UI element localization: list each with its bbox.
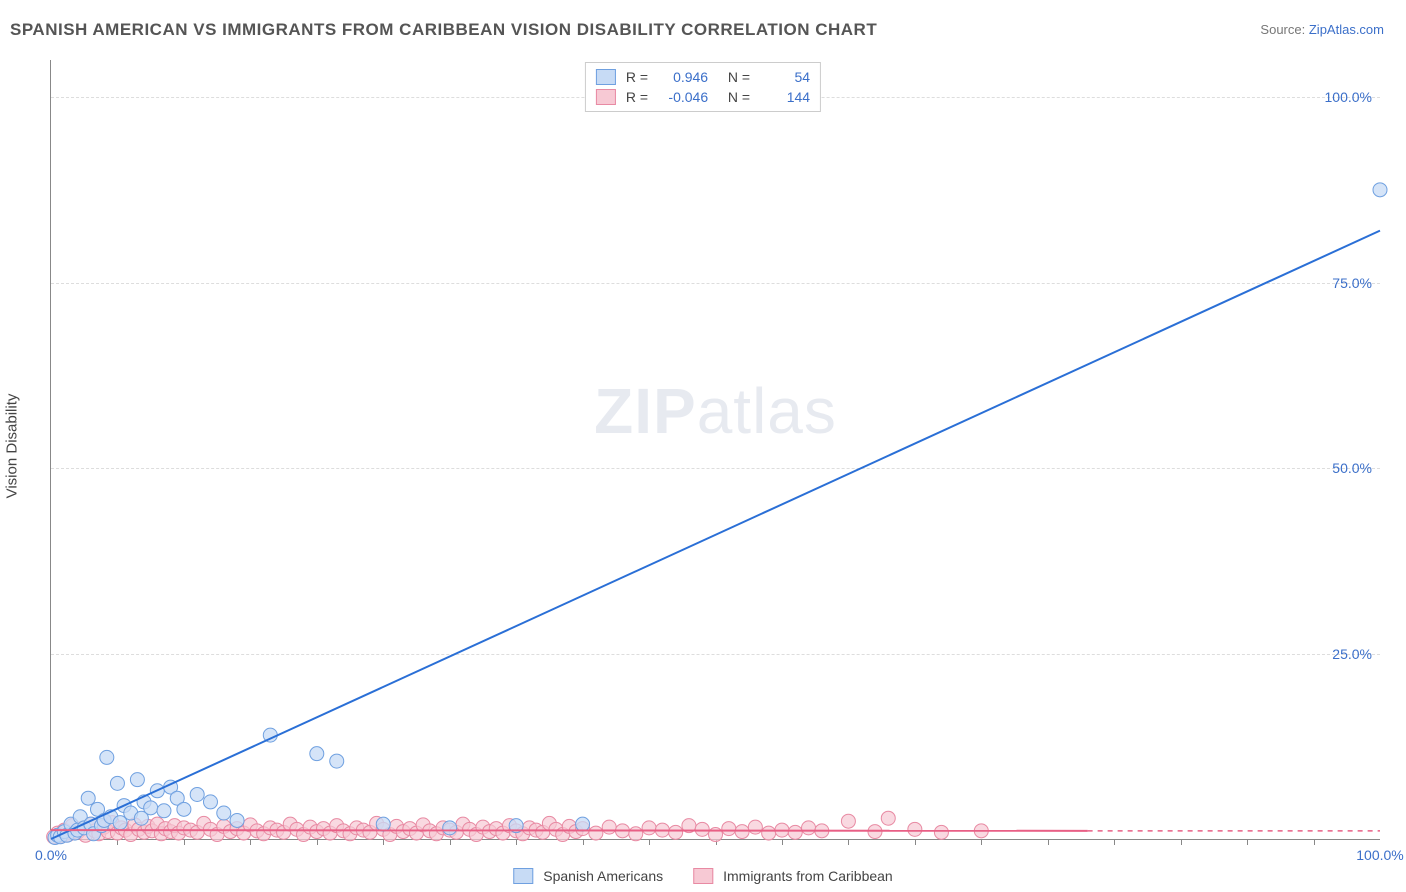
scatter-point <box>748 820 762 834</box>
x-tick <box>317 839 318 845</box>
chart-title: SPANISH AMERICAN VS IMMIGRANTS FROM CARI… <box>10 20 877 40</box>
x-tick <box>184 839 185 845</box>
scatter-point <box>100 750 114 764</box>
legend-row-pink: R = -0.046 N = 144 <box>596 87 810 107</box>
scatter-point <box>177 802 191 816</box>
scatter-point <box>908 822 922 836</box>
x-tick-label: 0.0% <box>35 847 67 863</box>
scatter-point <box>190 787 204 801</box>
n-label: N = <box>728 69 750 85</box>
x-tick <box>583 839 584 845</box>
legend-item-pink: Immigrants from Caribbean <box>693 868 893 884</box>
scatter-point <box>376 817 390 831</box>
scatter-point <box>230 813 244 827</box>
scatter-point <box>881 811 895 825</box>
swatch-pink <box>596 89 616 105</box>
x-tick <box>1114 839 1115 845</box>
r-label: R = <box>626 89 648 105</box>
scatter-point <box>788 825 802 839</box>
scatter-point <box>576 817 590 831</box>
y-axis-label: Vision Disability <box>4 394 21 499</box>
source-link[interactable]: ZipAtlas.com <box>1309 22 1384 37</box>
scatter-point <box>669 825 683 839</box>
legend-label-pink: Immigrants from Caribbean <box>723 868 893 884</box>
scatter-point <box>157 804 171 818</box>
scatter-point <box>144 801 158 815</box>
r-value-pink: -0.046 <box>654 89 708 105</box>
swatch-blue <box>596 69 616 85</box>
scatter-svg <box>51 60 1380 839</box>
scatter-point <box>642 821 656 835</box>
scatter-point <box>443 821 457 835</box>
x-tick <box>450 839 451 845</box>
scatter-point <box>110 776 124 790</box>
r-label: R = <box>626 69 648 85</box>
r-value-blue: 0.946 <box>654 69 708 85</box>
scatter-point <box>629 827 643 841</box>
scatter-point <box>130 773 144 787</box>
n-value-blue: 54 <box>756 69 810 85</box>
source-label: Source: <box>1260 22 1305 37</box>
n-label: N = <box>728 89 750 105</box>
x-tick <box>1181 839 1182 845</box>
scatter-point <box>802 821 816 835</box>
scatter-point <box>1373 183 1387 197</box>
plot-area: ZIPatlas 25.0%50.0%75.0%100.0%0.0%100.0% <box>50 60 1380 840</box>
scatter-point <box>762 826 776 840</box>
x-tick <box>981 839 982 845</box>
scatter-point <box>695 822 709 836</box>
scatter-point <box>602 820 616 834</box>
x-tick-label: 100.0% <box>1356 847 1403 863</box>
regression-line <box>51 830 1088 831</box>
legend-item-blue: Spanish Americans <box>513 868 663 884</box>
x-tick <box>782 839 783 845</box>
chart-container: SPANISH AMERICAN VS IMMIGRANTS FROM CARI… <box>0 0 1406 892</box>
scatter-point <box>203 795 217 809</box>
correlation-legend: R = 0.946 N = 54 R = -0.046 N = 144 <box>585 62 821 112</box>
swatch-pink <box>693 868 713 884</box>
swatch-blue <box>513 868 533 884</box>
x-tick <box>516 839 517 845</box>
x-tick <box>383 839 384 845</box>
scatter-point <box>841 814 855 828</box>
regression-line <box>51 231 1380 839</box>
x-tick <box>1247 839 1248 845</box>
scatter-point <box>934 825 948 839</box>
scatter-point <box>330 754 344 768</box>
x-tick <box>915 839 916 845</box>
legend-label-blue: Spanish Americans <box>543 868 663 884</box>
x-tick <box>848 839 849 845</box>
n-value-pink: 144 <box>756 89 810 105</box>
scatter-point <box>310 747 324 761</box>
series-legend: Spanish Americans Immigrants from Caribb… <box>513 868 892 884</box>
x-tick <box>1314 839 1315 845</box>
scatter-point <box>589 826 603 840</box>
source-attribution: Source: ZipAtlas.com <box>1260 22 1384 37</box>
x-tick <box>1048 839 1049 845</box>
legend-row-blue: R = 0.946 N = 54 <box>596 67 810 87</box>
x-tick <box>649 839 650 845</box>
x-tick <box>250 839 251 845</box>
scatter-point <box>81 791 95 805</box>
scatter-point <box>217 806 231 820</box>
scatter-point <box>722 822 736 836</box>
